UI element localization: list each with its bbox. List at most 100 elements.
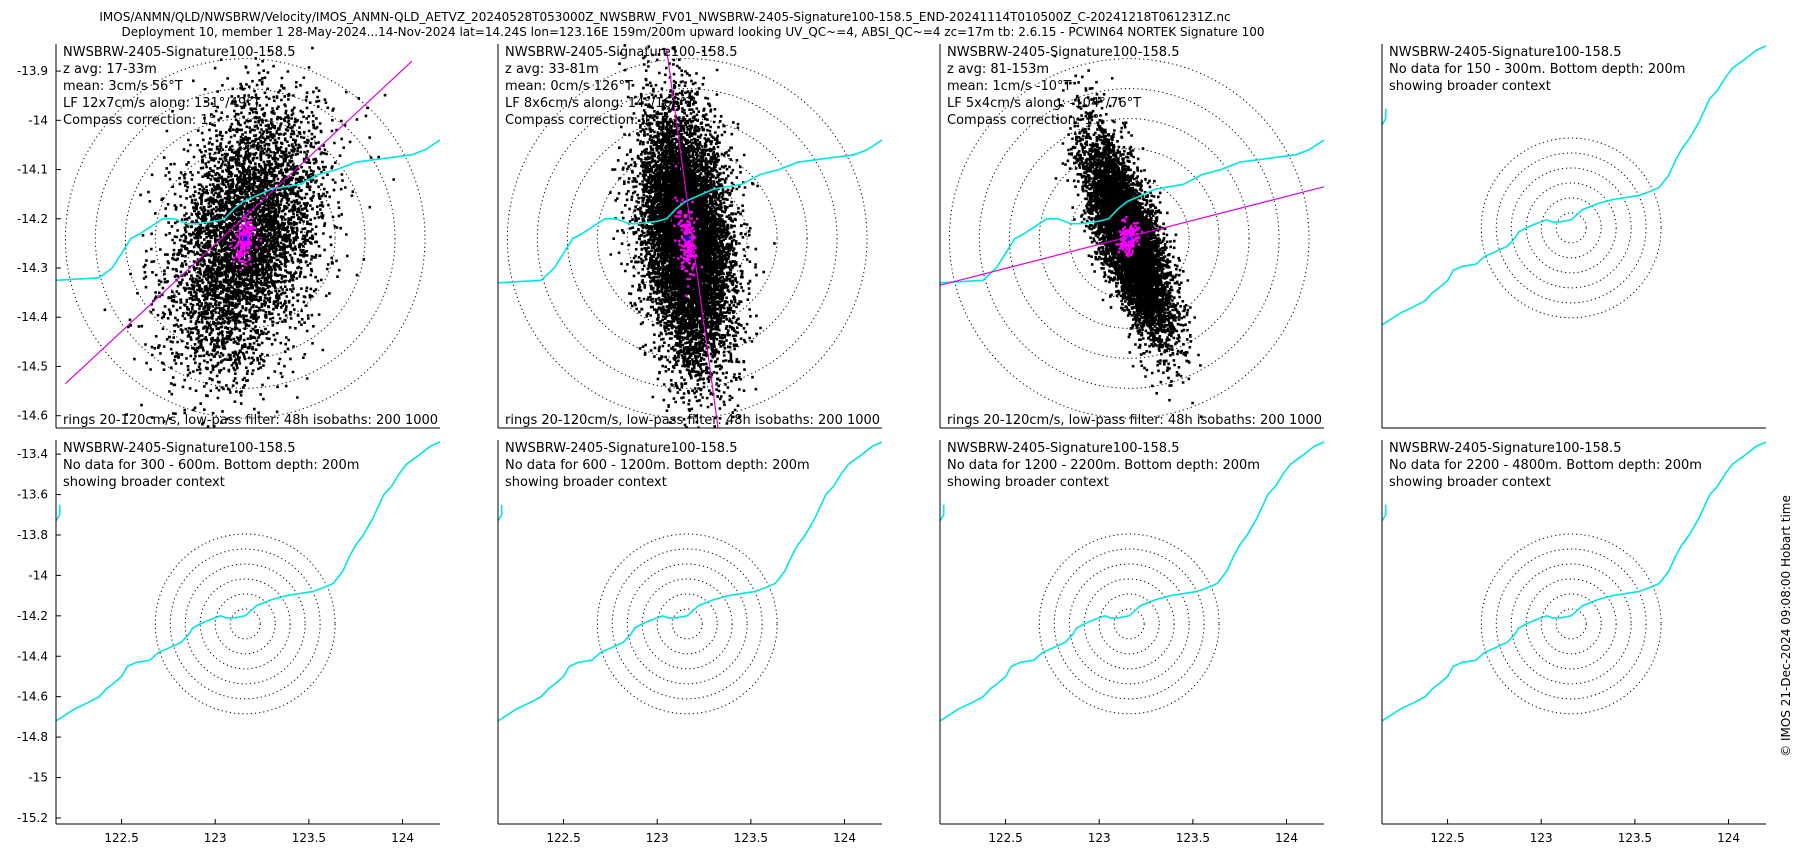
speed-ring: [948, 58, 1310, 419]
isobath-line: [940, 504, 945, 522]
panel-1-2: 122.5 123 123.5 124 NWSBRW-2405-Signature100…: [939, 440, 1324, 845]
y-tick-label: -14.8: [17, 730, 48, 744]
panel-annotation: LF 5x4cm/s along: -104°/76°T: [947, 96, 1141, 111]
panel-title: NWSBRW-2405-Signature100-158.5: [505, 45, 737, 60]
speed-ring: [1480, 137, 1662, 319]
y-tick-label: -13.8: [17, 528, 48, 542]
x-tick-label: 124: [1275, 831, 1298, 845]
plot-area: [1382, 45, 1766, 326]
plot-area: [498, 441, 882, 722]
speed-ring: [199, 578, 291, 670]
panel-annotation: showing broader context: [1389, 475, 1551, 490]
panel-annotation: No data for 150 - 300m. Bottom depth: 20…: [1389, 62, 1685, 77]
panel-annotation: LF 12x7cm/s along: 131°/49°T: [63, 96, 261, 111]
isobath-line: [1382, 108, 1387, 126]
speed-ring: [1480, 533, 1662, 715]
y-tick-label: -14.4: [17, 649, 48, 663]
panels: -13.9 -14 -14.1 -14.2 -14.3 -14.4 -14.5 -14.6 NW…: [17, 44, 1766, 845]
panel-1-3: 122.5 123 123.5 124 NWSBRW-2405-Signature100…: [1381, 440, 1766, 845]
speed-ring: [656, 593, 718, 655]
isobath-line: [1382, 45, 1766, 326]
speed-ring: [124, 118, 366, 359]
speed-ring: [154, 533, 336, 715]
panel-annotation: LF 8x6cm/s along: 14°/166°T: [505, 96, 694, 111]
x-tick-label: 122.5: [988, 831, 1022, 845]
panel-annotation: showing broader context: [505, 475, 667, 490]
y-tick-label: -14.4: [17, 310, 48, 324]
isobath-line: [1382, 441, 1766, 722]
speed-ring: [154, 148, 336, 329]
speed-ring: [64, 58, 426, 419]
y-tick-label: -14.3: [17, 261, 48, 275]
isobath-line: [56, 139, 440, 282]
x-tick-label: 122.5: [546, 831, 580, 845]
y-tick-label: -15.2: [17, 811, 48, 825]
x-tick-label: 123.5: [1618, 831, 1652, 845]
speed-ring: [1555, 608, 1587, 640]
isobath-line: [56, 441, 440, 722]
x-tick-label: 123: [646, 831, 669, 845]
isobath-line: [56, 504, 61, 522]
speed-ring: [1495, 152, 1647, 304]
deployment-info: Deployment 10, member 1 28-May-2024...14…: [121, 25, 1264, 39]
x-tick-label: 123.5: [1176, 831, 1210, 845]
major-axis-line: [940, 186, 1324, 286]
speed-ring: [1510, 563, 1632, 685]
speed-ring: [1053, 548, 1205, 700]
speed-ring: [214, 593, 276, 655]
plot-area: [940, 441, 1324, 722]
x-tick-label: 124: [1717, 831, 1740, 845]
speed-ring: [626, 563, 748, 685]
panel-annotation: showing broader context: [63, 475, 225, 490]
mean-velocity-marker: [685, 236, 690, 241]
rings-note: rings 20-120cm/s, low-pass filter: 48h i…: [63, 413, 513, 428]
speed-ring: [978, 88, 1280, 389]
panel-0-1: NWSBRW-2405-Signature100-158.5 z avg: 33-…: [497, 44, 955, 429]
panel-annotation: z avg: 33-81m: [505, 62, 599, 77]
panel-annotation: No data for 300 - 600m. Bottom depth: 20…: [63, 458, 359, 473]
speed-ring: [641, 578, 733, 670]
x-tick-label: 122.5: [1430, 831, 1464, 845]
plot-area: [498, 44, 882, 428]
x-tick-label: 122.5: [104, 831, 138, 845]
panel-annotation: Compass correction: 1°: [63, 113, 215, 128]
speed-ring: [566, 118, 808, 359]
speed-ring: [1068, 563, 1190, 685]
panel-title: NWSBRW-2405-Signature100-158.5: [947, 45, 1179, 60]
panel-1-0: -13.4 -13.6 -13.8 -14 -14.2 -14.4 -14.6 -14.8 -1…: [17, 440, 440, 845]
y-tick-label: -13.9: [17, 64, 48, 78]
rings-note: rings 20-120cm/s, low-pass filter: 48h i…: [505, 413, 955, 428]
y-tick-label: -13.4: [17, 447, 48, 461]
speed-ring: [596, 533, 778, 715]
y-tick-label: -14.1: [17, 163, 48, 177]
y-tick-label: -14.2: [17, 212, 48, 226]
speed-ring: [506, 58, 868, 419]
x-tick-label: 124: [391, 831, 414, 845]
speed-ring: [1510, 167, 1632, 289]
speed-ring: [229, 608, 261, 640]
x-tick-label: 123.5: [734, 831, 768, 845]
y-tick-label: -14: [28, 568, 48, 582]
mean-velocity-marker: [1127, 236, 1132, 241]
y-tick-label: -14.6: [17, 690, 48, 704]
panel-title: NWSBRW-2405-Signature100-158.5: [1389, 45, 1621, 60]
panel-title: NWSBRW-2405-Signature100-158.5: [947, 441, 1179, 456]
isobath-line: [1382, 504, 1387, 522]
speed-ring: [1555, 212, 1587, 244]
y-tick-label: -14.2: [17, 609, 48, 623]
major-axis-line: [64, 60, 413, 385]
y-tick-label: -15: [28, 771, 48, 785]
panel-annotation: No data for 1200 - 2200m. Bottom depth: …: [947, 458, 1260, 473]
panel-title: NWSBRW-2405-Signature100-158.5: [505, 441, 737, 456]
isobath-line: [940, 441, 1324, 722]
major-axis-line: [665, 48, 719, 428]
speed-ring: [169, 548, 321, 700]
x-tick-label: 124: [833, 831, 856, 845]
speed-ring: [536, 88, 838, 389]
x-tick-label: 123: [1530, 831, 1553, 845]
x-tick-label: 123: [204, 831, 227, 845]
panel-annotation: No data for 2200 - 4800m. Bottom depth: …: [1389, 458, 1702, 473]
x-tick-label: 123.5: [292, 831, 326, 845]
speed-ring: [611, 548, 763, 700]
panel-1-1: 122.5 123 123.5 124 NWSBRW-2405-Signature100…: [497, 440, 882, 845]
